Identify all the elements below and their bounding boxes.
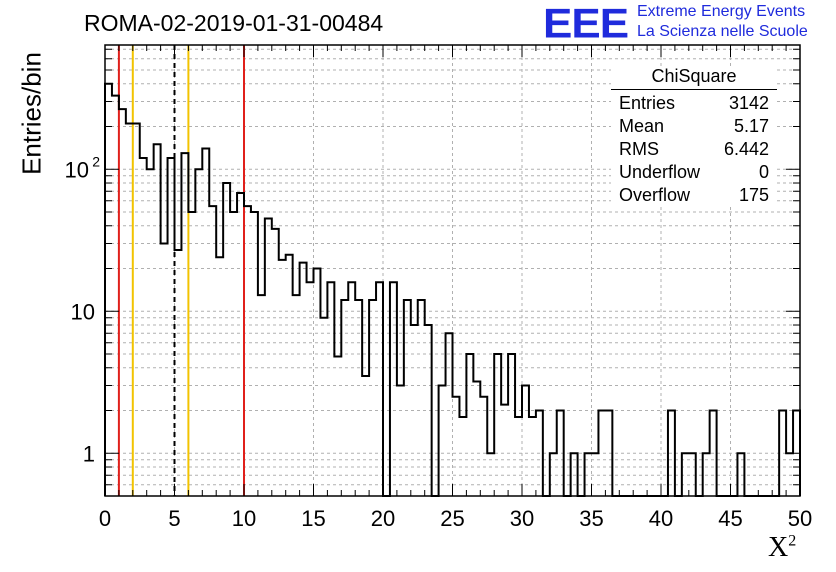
y-axis-label: Entries/bin	[16, 52, 47, 175]
logo-line-1: Extreme Energy Events	[637, 3, 806, 20]
x-axis-label: X2	[768, 532, 797, 563]
y-tick-label: 1	[83, 441, 95, 466]
stats-title: ChiSquare	[611, 66, 777, 90]
stat-row-mean: Mean 5.17	[619, 116, 769, 136]
x-tick-label: 45	[718, 506, 742, 531]
stat-row-entries: Entries 3142	[619, 93, 769, 113]
y-tick-label-exponent: 2	[92, 153, 100, 169]
stat-row-underflow: Underflow 0	[619, 162, 769, 182]
stats-box: ChiSquare Entries 3142 Mean 5.17 RMS 6.442 …	[611, 66, 777, 207]
x-tick-label: 5	[168, 506, 180, 531]
x-tick-label: 40	[649, 506, 673, 531]
x-tick-label: 35	[579, 506, 603, 531]
histogram-outline	[104, 82, 801, 497]
logo-line-2: La Scienza nelle Scuole	[637, 23, 808, 40]
y-tick-label: 10	[65, 157, 89, 182]
x-tick-label: 15	[301, 506, 325, 531]
x-tick-label: 10	[232, 506, 256, 531]
stat-row-overflow: Overflow 175	[619, 185, 769, 205]
x-tick-label: 20	[371, 506, 395, 531]
stat-row-rms: RMS 6.442	[619, 139, 769, 159]
run-title: ROMA-02-2019-01-31-00484	[84, 10, 384, 36]
x-tick-label: 50	[788, 506, 812, 531]
x-tick-label: 30	[510, 506, 534, 531]
y-tick-label: 10	[71, 299, 95, 324]
eee-logo: EEE	[543, 0, 629, 47]
x-tick-label: 25	[440, 506, 464, 531]
x-tick-label: 0	[99, 506, 111, 531]
